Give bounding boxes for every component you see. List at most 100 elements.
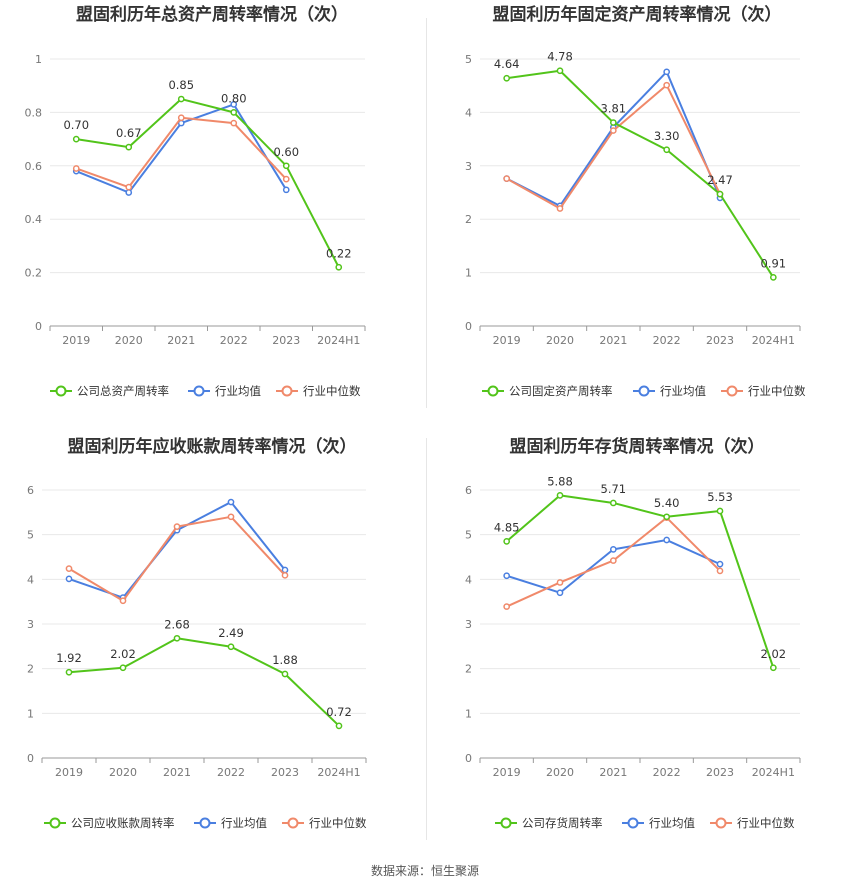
series-line-company bbox=[506, 494, 775, 669]
legend-marker bbox=[487, 385, 499, 397]
data-point-company bbox=[503, 538, 511, 545]
y-tick-label: 0 bbox=[465, 320, 472, 333]
y-tick-label: 2 bbox=[27, 663, 34, 676]
data-point-industry_median bbox=[609, 557, 617, 564]
data-label: 0.60 bbox=[273, 145, 299, 159]
legend-item-company[interactable]: 公司总资产周转率 bbox=[50, 384, 169, 398]
y-tick-label: 1 bbox=[35, 53, 42, 66]
data-point-industry_median bbox=[177, 114, 185, 122]
data-point-industry_avg bbox=[503, 572, 511, 580]
data-label: 0.70 bbox=[63, 118, 89, 132]
legend-item-industry_median[interactable]: 行业中位数 bbox=[282, 816, 367, 830]
data-point-industry_avg bbox=[609, 546, 617, 553]
data-point-industry_median bbox=[227, 513, 235, 521]
data-point-company bbox=[119, 664, 127, 672]
data-label: 2.49 bbox=[218, 626, 244, 640]
data-point-industry_avg bbox=[716, 560, 724, 568]
data-point-industry_avg bbox=[556, 589, 564, 597]
data-label: 5.71 bbox=[601, 482, 627, 496]
chart-receivables-turnover: 盟固利历年应收账款周转率情况（次） 0 1 2 3 4 5 6 2019 2020 2021 2022… bbox=[27, 436, 367, 830]
legend-item-industry_median[interactable]: 行业中位数 bbox=[276, 384, 361, 398]
data-point-company bbox=[335, 263, 343, 271]
data-point-industry_median bbox=[282, 175, 290, 183]
y-tick-label: 3 bbox=[465, 160, 472, 173]
legend-item-company[interactable]: 公司存货周转率 bbox=[495, 816, 603, 830]
data-point-industry_median bbox=[72, 165, 80, 172]
data-label: 2.47 bbox=[707, 173, 733, 187]
panel-divider-top bbox=[426, 18, 427, 408]
series-line-industry_avg bbox=[68, 501, 286, 599]
data-label: 2.02 bbox=[110, 647, 136, 661]
legend-item-industry_avg[interactable]: 行业均值 bbox=[633, 384, 706, 398]
data-label: 3.30 bbox=[654, 129, 680, 143]
data-point-industry_avg bbox=[663, 68, 671, 76]
data-point-company bbox=[769, 274, 777, 281]
y-tick-label: 0.2 bbox=[25, 267, 43, 280]
legend-item-industry_avg[interactable]: 行业均值 bbox=[622, 816, 695, 830]
x-tick-label: 2022 bbox=[217, 766, 245, 779]
legend-item-company[interactable]: 公司应收账款周转率 bbox=[44, 816, 175, 830]
legend-label: 公司总资产周转率 bbox=[77, 384, 169, 398]
legend-item-industry_median[interactable]: 行业中位数 bbox=[710, 816, 795, 830]
legend-label: 公司存货周转率 bbox=[522, 816, 603, 830]
data-label: 0.80 bbox=[221, 91, 247, 105]
legend-item-industry_median[interactable]: 行业中位数 bbox=[721, 384, 806, 398]
x-tick-label: 2022 bbox=[653, 334, 681, 347]
data-point-company bbox=[282, 162, 290, 170]
series-line-company bbox=[506, 69, 775, 278]
x-tick-label: 2023 bbox=[271, 766, 299, 779]
legend-marker bbox=[199, 817, 211, 829]
legend-label: 行业均值 bbox=[215, 384, 261, 398]
data-label: 2.68 bbox=[164, 617, 190, 631]
data-point-company bbox=[230, 109, 238, 116]
data-point-company bbox=[65, 668, 73, 676]
chart-title: 盟固利历年应收账款周转率情况（次） bbox=[68, 436, 357, 457]
legend-marker bbox=[193, 385, 205, 397]
data-point-industry_avg bbox=[227, 498, 235, 506]
y-tick-label: 0 bbox=[465, 752, 472, 765]
series-line-company bbox=[76, 98, 340, 268]
y-tick-label: 5 bbox=[27, 529, 34, 542]
y-tick-label: 4 bbox=[27, 573, 34, 586]
data-point-industry_avg bbox=[281, 566, 289, 574]
data-label: 4.78 bbox=[547, 50, 573, 64]
x-tick-label: 2023 bbox=[706, 334, 734, 347]
y-tick-label: 3 bbox=[27, 618, 34, 631]
y-tick-label: 6 bbox=[465, 484, 472, 497]
legend-item-industry_avg[interactable]: 行业均值 bbox=[188, 384, 261, 398]
data-point-company bbox=[227, 643, 235, 651]
x-tick-label: 2019 bbox=[62, 334, 90, 347]
y-tick-label: 0 bbox=[27, 752, 34, 765]
chart-panel-total-asset-turnover: 盟固利历年总资产周转率情况（次） 0 0.2 0.4 0.6 0.8 1 2019 2020 20… bbox=[0, 0, 425, 430]
x-tick-label: 2021 bbox=[599, 766, 627, 779]
legend-label: 行业中位数 bbox=[748, 384, 806, 398]
data-point-industry_median bbox=[503, 175, 511, 182]
legend-label: 公司应收账款周转率 bbox=[71, 816, 175, 830]
data-label: 0.85 bbox=[168, 78, 194, 92]
x-tick-label: 2020 bbox=[546, 766, 574, 779]
data-label: 1.92 bbox=[56, 651, 82, 665]
data-label: 5.40 bbox=[654, 496, 680, 510]
data-point-industry_avg bbox=[663, 536, 671, 544]
y-tick-label: 0.8 bbox=[25, 106, 43, 119]
data-point-industry_median bbox=[173, 523, 181, 530]
x-tick-label: 2024H1 bbox=[317, 334, 360, 347]
data-point-company bbox=[716, 507, 724, 515]
chart-panel-inventory-turnover: 盟固利历年存货周转率情况（次） 0 1 2 3 4 5 6 2019 2020 2021 2022 20… bbox=[425, 430, 850, 860]
legend-marker bbox=[627, 817, 639, 829]
data-point-company bbox=[769, 664, 777, 672]
data-point-company bbox=[173, 634, 181, 642]
data-point-company bbox=[716, 190, 724, 198]
data-point-industry_median bbox=[716, 567, 724, 575]
y-tick-label: 5 bbox=[465, 529, 472, 542]
x-tick-label: 2024H1 bbox=[752, 766, 795, 779]
legend-item-company[interactable]: 公司固定资产周转率 bbox=[482, 384, 613, 398]
chart-total-asset-turnover: 盟固利历年总资产周转率情况（次） 0 0.2 0.4 0.6 0.8 1 2019 2020 20… bbox=[25, 4, 366, 398]
legend-item-industry_avg[interactable]: 行业均值 bbox=[194, 816, 267, 830]
data-label: 2.02 bbox=[761, 647, 787, 661]
data-point-industry_median bbox=[503, 603, 511, 610]
data-point-company bbox=[335, 722, 343, 730]
data-point-industry_median bbox=[125, 183, 133, 191]
x-tick-label: 2020 bbox=[115, 334, 143, 347]
legend-label: 行业中位数 bbox=[303, 384, 361, 398]
